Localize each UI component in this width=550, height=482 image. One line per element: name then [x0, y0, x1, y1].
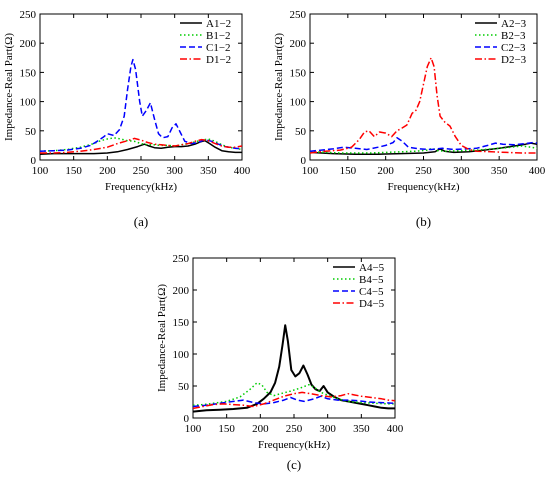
series-line-2 — [310, 145, 537, 154]
series-lines — [310, 57, 537, 155]
series-line-1 — [310, 142, 537, 155]
series-line-2 — [193, 382, 395, 406]
y-tick-label: 250 — [290, 9, 307, 21]
legend: A2−3B2−3C2−3D2−3 — [475, 18, 527, 66]
plot-frame — [39, 13, 243, 161]
x-tick-label: 150 — [340, 165, 357, 177]
y-tick-label: 50 — [178, 381, 190, 393]
x-tick-label: 100 — [185, 423, 202, 435]
chart-panel-a: 100 150 200 250 300 350 400 0 50 100 150 200 250 Freq… — [3, 9, 251, 229]
series-line-3 — [40, 58, 242, 152]
legend-label: D4−5 — [359, 298, 385, 310]
y-tick-label: 0 — [31, 155, 37, 167]
y-tick-label: 150 — [290, 67, 307, 79]
y-tick-label: 50 — [295, 126, 307, 138]
legend-label: A1−2 — [206, 18, 231, 30]
chart-panel-b: 100 150 200 250 300 350 400 0 50 100 150 200 250 Freq… — [273, 9, 546, 229]
y-tick-label: 200 — [173, 285, 190, 297]
panel-caption: (c) — [287, 457, 301, 472]
x-tick-label: 300 — [453, 165, 470, 177]
legend-label: C2−3 — [501, 42, 526, 54]
chart-panel-c: 100 150 200 250 300 350 400 0 50 100 150 200 250 Freq… — [156, 253, 404, 472]
x-tick-label: 150 — [218, 423, 235, 435]
y-tick-label: 100 — [290, 97, 307, 109]
y-tick-label: 250 — [173, 253, 190, 265]
y-tick-label: 100 — [20, 97, 37, 109]
x-tick-label: 200 — [252, 423, 269, 435]
x-tick-label: 100 — [32, 165, 49, 177]
x-tick-label: 300 — [166, 165, 183, 177]
x-tick-label: 400 — [387, 423, 404, 435]
y-tick-label: 200 — [20, 38, 37, 50]
y-axis-label: Impedance-Real Part(Ω) — [156, 284, 168, 392]
legend-label: C4−5 — [359, 286, 384, 298]
x-tick-label: 350 — [491, 165, 508, 177]
legend-label: D1−2 — [206, 54, 231, 66]
x-tick-label: 200 — [377, 165, 394, 177]
x-tick-label: 350 — [200, 165, 217, 177]
x-tick-label: 200 — [99, 165, 116, 177]
series-line-4 — [40, 137, 242, 154]
y-tick-label: 250 — [20, 9, 37, 21]
series-lines — [40, 58, 242, 155]
legend-label: D2−3 — [501, 54, 527, 66]
x-tick-label: 250 — [415, 165, 432, 177]
legend-label: B2−3 — [501, 30, 526, 42]
y-axis-label: Impedance-Real Part(Ω) — [3, 33, 15, 141]
y-tick-label: 0 — [301, 155, 307, 167]
series-lines — [193, 324, 395, 413]
y-tick-label: 0 — [184, 413, 190, 425]
legend-label: A2−3 — [501, 18, 527, 30]
series-line-3 — [310, 137, 537, 152]
legend: A1−2B1−2C1−2D1−2 — [180, 18, 231, 66]
panel-caption: (a) — [134, 214, 148, 229]
x-tick-label: 350 — [353, 423, 370, 435]
x-tick-label: 100 — [302, 165, 319, 177]
plot-frame — [309, 13, 538, 161]
y-tick-label: 150 — [173, 317, 190, 329]
y-tick-label: 50 — [25, 126, 37, 138]
x-axis-label: Frequency(kHz) — [105, 181, 177, 193]
panel-caption: (b) — [416, 214, 431, 229]
y-tick-label: 100 — [173, 349, 190, 361]
legend: A4−5B4−5C4−5D4−5 — [333, 262, 385, 310]
series-line-4 — [310, 57, 537, 154]
x-tick-label: 400 — [234, 165, 251, 177]
legend-label: C1−2 — [206, 42, 231, 54]
y-axis-label: Impedance-Real Part(Ω) — [273, 33, 285, 141]
y-tick-label: 200 — [290, 38, 307, 50]
series-line-3 — [193, 395, 395, 408]
x-tick-label: 250 — [133, 165, 150, 177]
legend-label: B4−5 — [359, 274, 384, 286]
x-axis-label: Frequency(kHz) — [258, 439, 330, 451]
x-tick-label: 250 — [286, 423, 303, 435]
x-axis-label: Frequency(kHz) — [387, 181, 459, 193]
series-line-4 — [193, 391, 395, 410]
series-line-1 — [193, 324, 395, 413]
x-tick-label: 150 — [65, 165, 82, 177]
x-tick-label: 400 — [529, 165, 546, 177]
legend-label: B1−2 — [206, 30, 231, 42]
x-tick-label: 300 — [319, 423, 336, 435]
y-tick-label: 150 — [20, 67, 37, 79]
plot-frame — [192, 257, 396, 419]
series-line-1 — [40, 139, 242, 155]
legend-label: A4−5 — [359, 262, 385, 274]
